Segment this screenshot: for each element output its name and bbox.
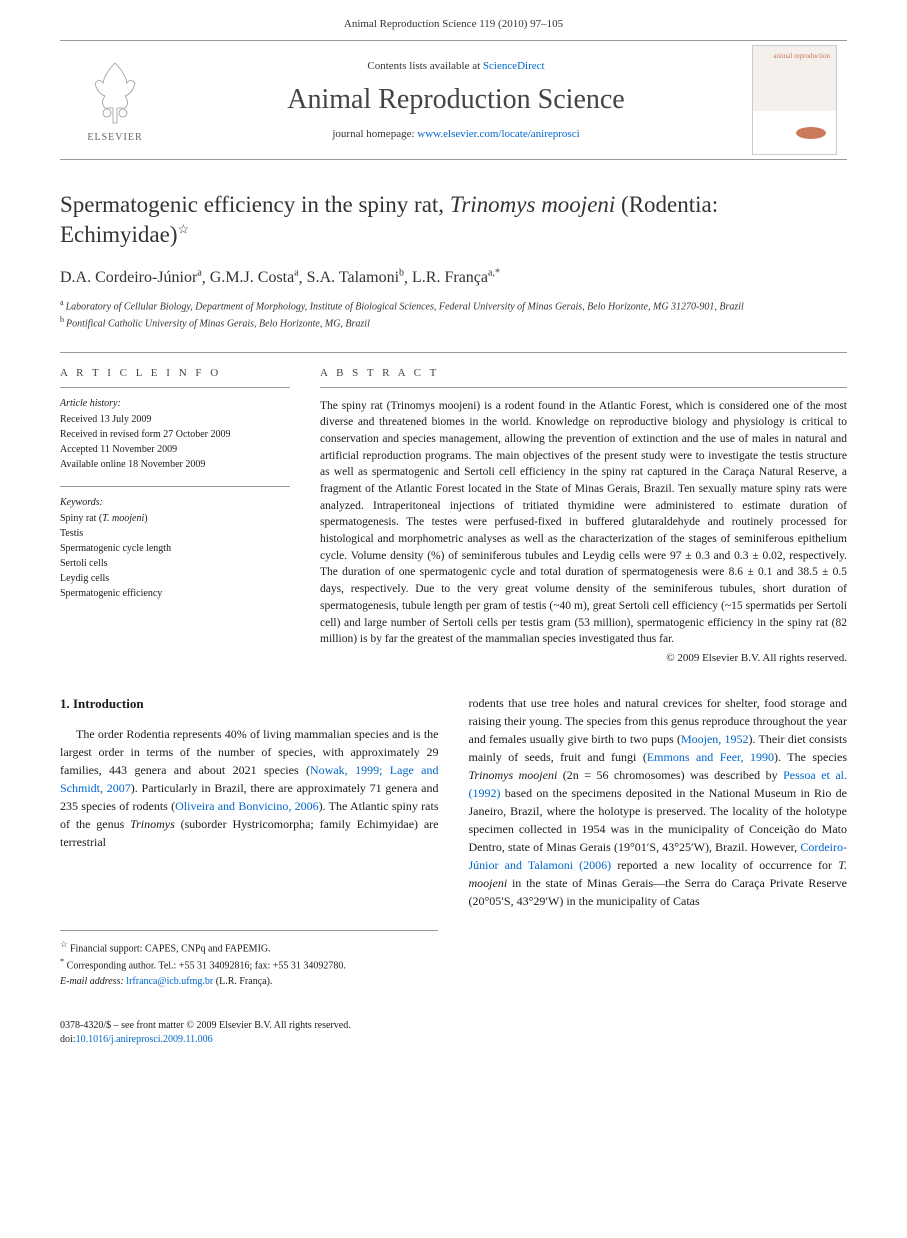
text: reported a new locality of occurrence fo… [611,858,838,872]
footnotes: ☆ Financial support: CAPES, CNPq and FAP… [60,930,438,989]
history-line: Received 13 July 2009 [60,412,290,427]
article-title: Spermatogenic efficiency in the spiny ra… [60,190,847,250]
citation-link[interactable]: Moojen, 1952 [681,732,749,746]
history-line: Accepted 11 November 2009 [60,442,290,457]
section-title: Introduction [73,696,144,711]
corr-marker: * [60,957,64,966]
sciencedirect-banner: ELSEVIER Contents lists available at Sci… [60,40,847,160]
homepage-prefix: journal homepage: [332,128,417,140]
funding-marker: ☆ [60,940,67,949]
email-footnote: E-mail address: lrfranca@icb.ufmg.br (L.… [60,974,438,989]
keyword: Spiny rat (T. moojeni) [60,511,290,526]
elsevier-logo: ELSEVIER [70,50,160,150]
author-affiliation-marker: a,* [488,268,500,279]
title-footnote-marker: ☆ [178,221,190,236]
issn-line: 0378-4320/$ – see front matter © 2009 El… [60,1019,847,1033]
email-link[interactable]: lrfranca@icb.ufmg.br [126,976,213,987]
history-line: Available online 18 November 2009 [60,457,290,472]
keyword: Leydig cells [60,571,290,586]
species-name: Trinomys moojeni [469,768,558,782]
genus-name: Trinomys [130,817,175,831]
page-footer: 0378-4320/$ – see front matter © 2009 El… [60,1009,847,1047]
affiliation-marker: a [60,298,66,307]
article-content: Spermatogenic efficiency in the spiny ra… [0,190,907,989]
article-info-column: A R T I C L E I N F O Article history: R… [60,367,290,664]
corr-text: Corresponding author. Tel.: +55 31 34092… [67,961,346,972]
body-column-left: 1. Introduction The order Rodentia repre… [60,694,439,910]
text: ). The species [774,750,847,764]
author: L.R. Françaa,* [412,269,500,286]
keyword: Testis [60,526,290,541]
intro-paragraph-right: rodents that use tree holes and natural … [469,694,848,910]
contents-prefix: Contents lists available at [367,60,482,72]
keyword: Spermatogenic cycle length [60,541,290,556]
section-heading: 1. Introduction [60,694,439,714]
abstract-copyright: © 2009 Elsevier B.V. All rights reserved… [320,652,847,664]
section-number: 1. [60,696,70,711]
abstract-text: The spiny rat (Trinomys moojeni) is a ro… [320,398,847,648]
elsevier-label: ELSEVIER [87,132,142,143]
elsevier-tree-icon [85,58,145,128]
abstract-heading: A B S T R A C T [320,367,847,388]
affiliation: a Laboratory of Cellular Biology, Depart… [60,297,847,314]
title-species: Trinomys moojeni [450,192,615,217]
keywords-title: Keywords: [60,497,290,508]
affiliations: a Laboratory of Cellular Biology, Depart… [60,297,847,332]
title-pre: Spermatogenic efficiency in the spiny ra… [60,192,450,217]
affiliation-marker: b [60,315,66,324]
contents-available: Contents lists available at ScienceDirec… [160,60,752,72]
body-columns: 1. Introduction The order Rodentia repre… [60,694,847,910]
info-abstract-row: A R T I C L E I N F O Article history: R… [60,352,847,664]
journal-homepage: journal homepage: www.elsevier.com/locat… [160,128,752,140]
abstract-column: A B S T R A C T The spiny rat (Trinomys … [320,367,847,664]
cover-title: animal reproduction [753,46,836,60]
author: D.A. Cordeiro-Júniora [60,269,202,286]
author-affiliation-marker: a [197,268,201,279]
homepage-link[interactable]: www.elsevier.com/locate/anireprosci [417,128,579,140]
keyword: Sertoli cells [60,556,290,571]
text: in the state of Minas Gerais—the Serra d… [469,876,848,908]
affiliation: b Pontifical Catholic University of Mina… [60,314,847,331]
keywords-block: Keywords: Spiny rat (T. moojeni)TestisSp… [60,486,290,601]
funding-footnote: ☆ Financial support: CAPES, CNPq and FAP… [60,939,438,956]
author: G.M.J. Costaa [210,269,299,286]
banner-center: Contents lists available at ScienceDirec… [160,60,752,140]
journal-cover-thumbnail: animal reproduction [752,45,837,155]
body-column-right: rodents that use tree holes and natural … [469,694,848,910]
keyword: Spermatogenic efficiency [60,586,290,601]
sciencedirect-link[interactable]: ScienceDirect [483,60,545,72]
citation-link[interactable]: Emmons and Feer, 1990 [647,750,774,764]
corresponding-author-footnote: * Corresponding author. Tel.: +55 31 340… [60,956,438,973]
history-title: Article history: [60,398,290,409]
email-label: E-mail address: [60,976,124,987]
running-header: Animal Reproduction Science 119 (2010) 9… [0,0,907,40]
intro-paragraph-left: The order Rodentia represents 40% of liv… [60,725,439,851]
author-affiliation-marker: b [399,268,404,279]
journal-name: Animal Reproduction Science [160,84,752,116]
author: S.A. Talamonib [307,269,404,286]
history-line: Received in revised form 27 October 2009 [60,427,290,442]
text: based on the specimens deposited in the … [469,786,848,854]
email-who: (L.R. França). [216,976,273,987]
article-history-block: Article history: Received 13 July 2009Re… [60,398,290,472]
citation-link[interactable]: Oliveira and Bonvicino, 2006 [175,799,319,813]
doi-line: doi:10.1016/j.anireprosci.2009.11.006 [60,1033,847,1047]
funding-text: Financial support: CAPES, CNPq and FAPEM… [70,943,271,954]
doi-link[interactable]: 10.1016/j.anireprosci.2009.11.006 [76,1034,213,1045]
author-list: D.A. Cordeiro-Júniora, G.M.J. Costaa, S.… [60,268,847,287]
doi-label: doi: [60,1034,76,1045]
text: (2n = 56 chromosomes) was described by [557,768,783,782]
author-affiliation-marker: a [294,268,298,279]
article-info-heading: A R T I C L E I N F O [60,367,290,388]
